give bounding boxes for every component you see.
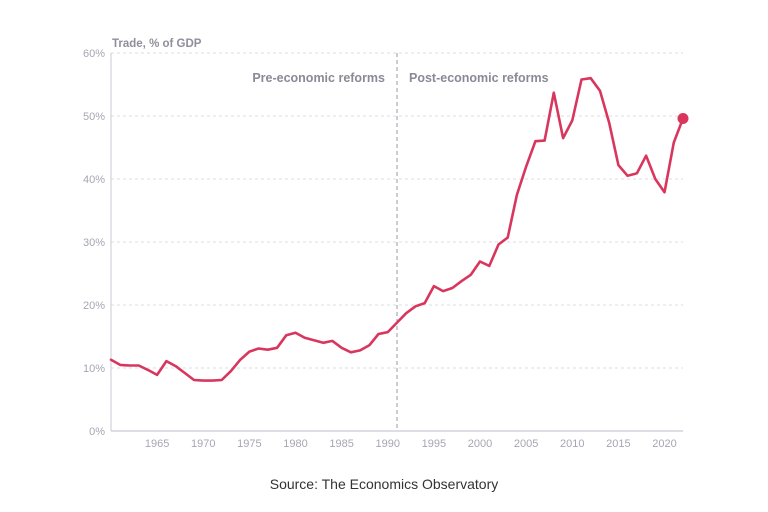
x-tick-label: 2005 — [514, 438, 538, 450]
trade-chart: 0% 10% 20% 30% 40% 50% 60% 1965 1970 1975 1980 198… — [83, 38, 689, 450]
y-tick-label: 30% — [83, 237, 105, 249]
y-tick-label: 50% — [83, 111, 105, 123]
post-reforms-label: Post-economic reforms — [409, 71, 549, 85]
gridlines — [110, 52, 683, 432]
y-tick-label: 20% — [83, 300, 105, 312]
x-tick-label: 2000 — [468, 438, 492, 450]
x-tick-label: 2015 — [606, 438, 630, 450]
x-tick-label: 1965 — [145, 438, 169, 450]
y-axis: 0% 10% 20% 30% 40% 50% 60% — [83, 48, 105, 438]
x-tick-label: 1985 — [329, 438, 353, 450]
x-tick-label: 2020 — [652, 438, 676, 450]
trade-series-line — [109, 76, 685, 382]
x-tick-label: 1970 — [191, 438, 215, 450]
latest-data-point — [677, 113, 689, 125]
source-caption: Source: The Economics Observatory — [269, 476, 499, 492]
y-tick-label: 10% — [83, 363, 105, 375]
pre-reforms-label: Pre-economic reforms — [252, 71, 385, 85]
x-tick-label: 1990 — [376, 438, 400, 450]
x-axis: 1965 1970 1975 1980 1985 1990 1995 2000 2005 2010… — [145, 438, 677, 450]
y-axis-title: Trade, % of GDP — [112, 38, 202, 50]
x-tick-label: 1980 — [283, 438, 307, 450]
y-tick-label: 40% — [83, 174, 105, 186]
y-tick-label: 0% — [89, 426, 105, 438]
y-tick-label: 60% — [83, 48, 105, 60]
x-tick-label: 1995 — [422, 438, 446, 450]
x-tick-label: 1975 — [237, 438, 261, 450]
x-tick-label: 2010 — [560, 438, 584, 450]
